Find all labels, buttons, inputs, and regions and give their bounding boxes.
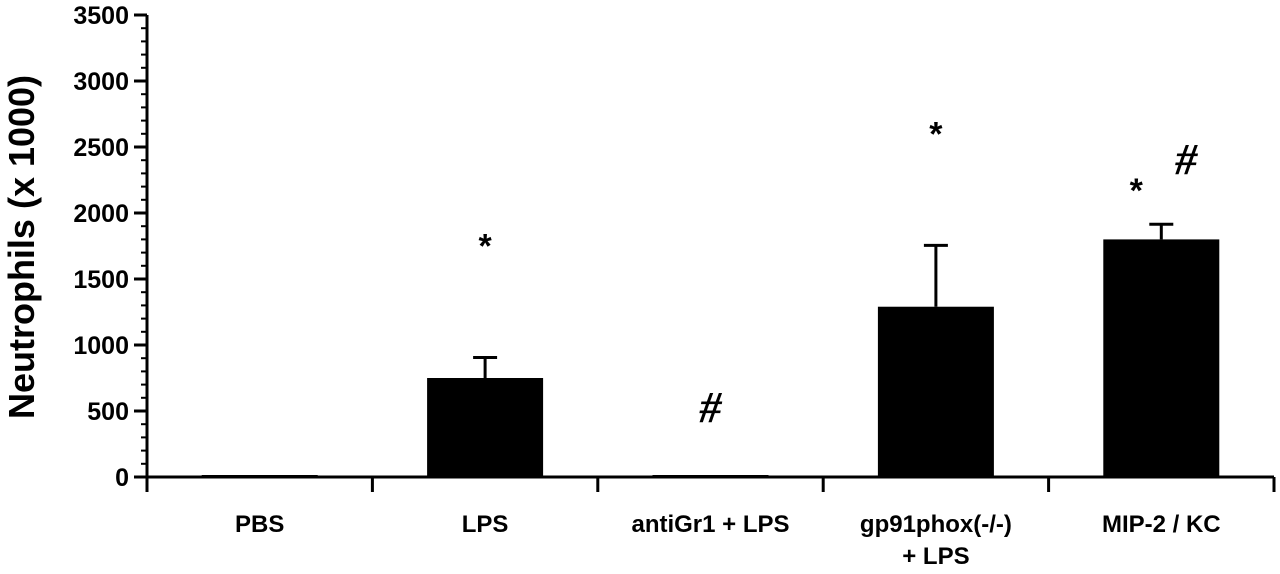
y-tick-label: 3500 bbox=[73, 2, 129, 30]
y-tick-label: 0 bbox=[115, 464, 129, 492]
significance-markers: * # * * # bbox=[478, 115, 1198, 432]
significance-hash: # bbox=[699, 383, 723, 432]
bars bbox=[201, 222, 1220, 477]
x-tick-label: MIP-2 / KC bbox=[1102, 511, 1221, 538]
significance-star: * bbox=[929, 115, 943, 153]
y-tick-label: 1000 bbox=[73, 332, 129, 360]
bar bbox=[1103, 239, 1220, 477]
y-tick-label: 3000 bbox=[73, 68, 129, 96]
y-tick-label: 2000 bbox=[73, 200, 129, 228]
significance-hash: # bbox=[1174, 135, 1198, 184]
bar bbox=[427, 378, 544, 477]
x-tick-label: + LPS bbox=[902, 543, 969, 570]
y-axis-ticks: 0 500 1000 1500 2000 2500 3000 3500 bbox=[73, 2, 147, 492]
x-tick-label: PBS bbox=[235, 511, 284, 538]
x-axis: PBS LPS antiGr1 + LPS gp91phox(-/-) + LPS MIP… bbox=[145, 475, 1276, 570]
y-tick-label: 1500 bbox=[73, 266, 129, 294]
significance-star: * bbox=[1130, 172, 1144, 210]
y-axis-title: Neutrophils (x 1000) bbox=[1, 75, 42, 419]
y-tick-label: 2500 bbox=[73, 134, 129, 162]
bar bbox=[877, 306, 994, 477]
x-tick-label: gp91phox(-/-) bbox=[860, 511, 1012, 538]
x-tick-label: LPS bbox=[462, 511, 509, 538]
significance-star: * bbox=[478, 228, 492, 266]
y-tick-label: 500 bbox=[87, 398, 129, 426]
x-tick-label: antiGr1 + LPS bbox=[631, 511, 789, 538]
